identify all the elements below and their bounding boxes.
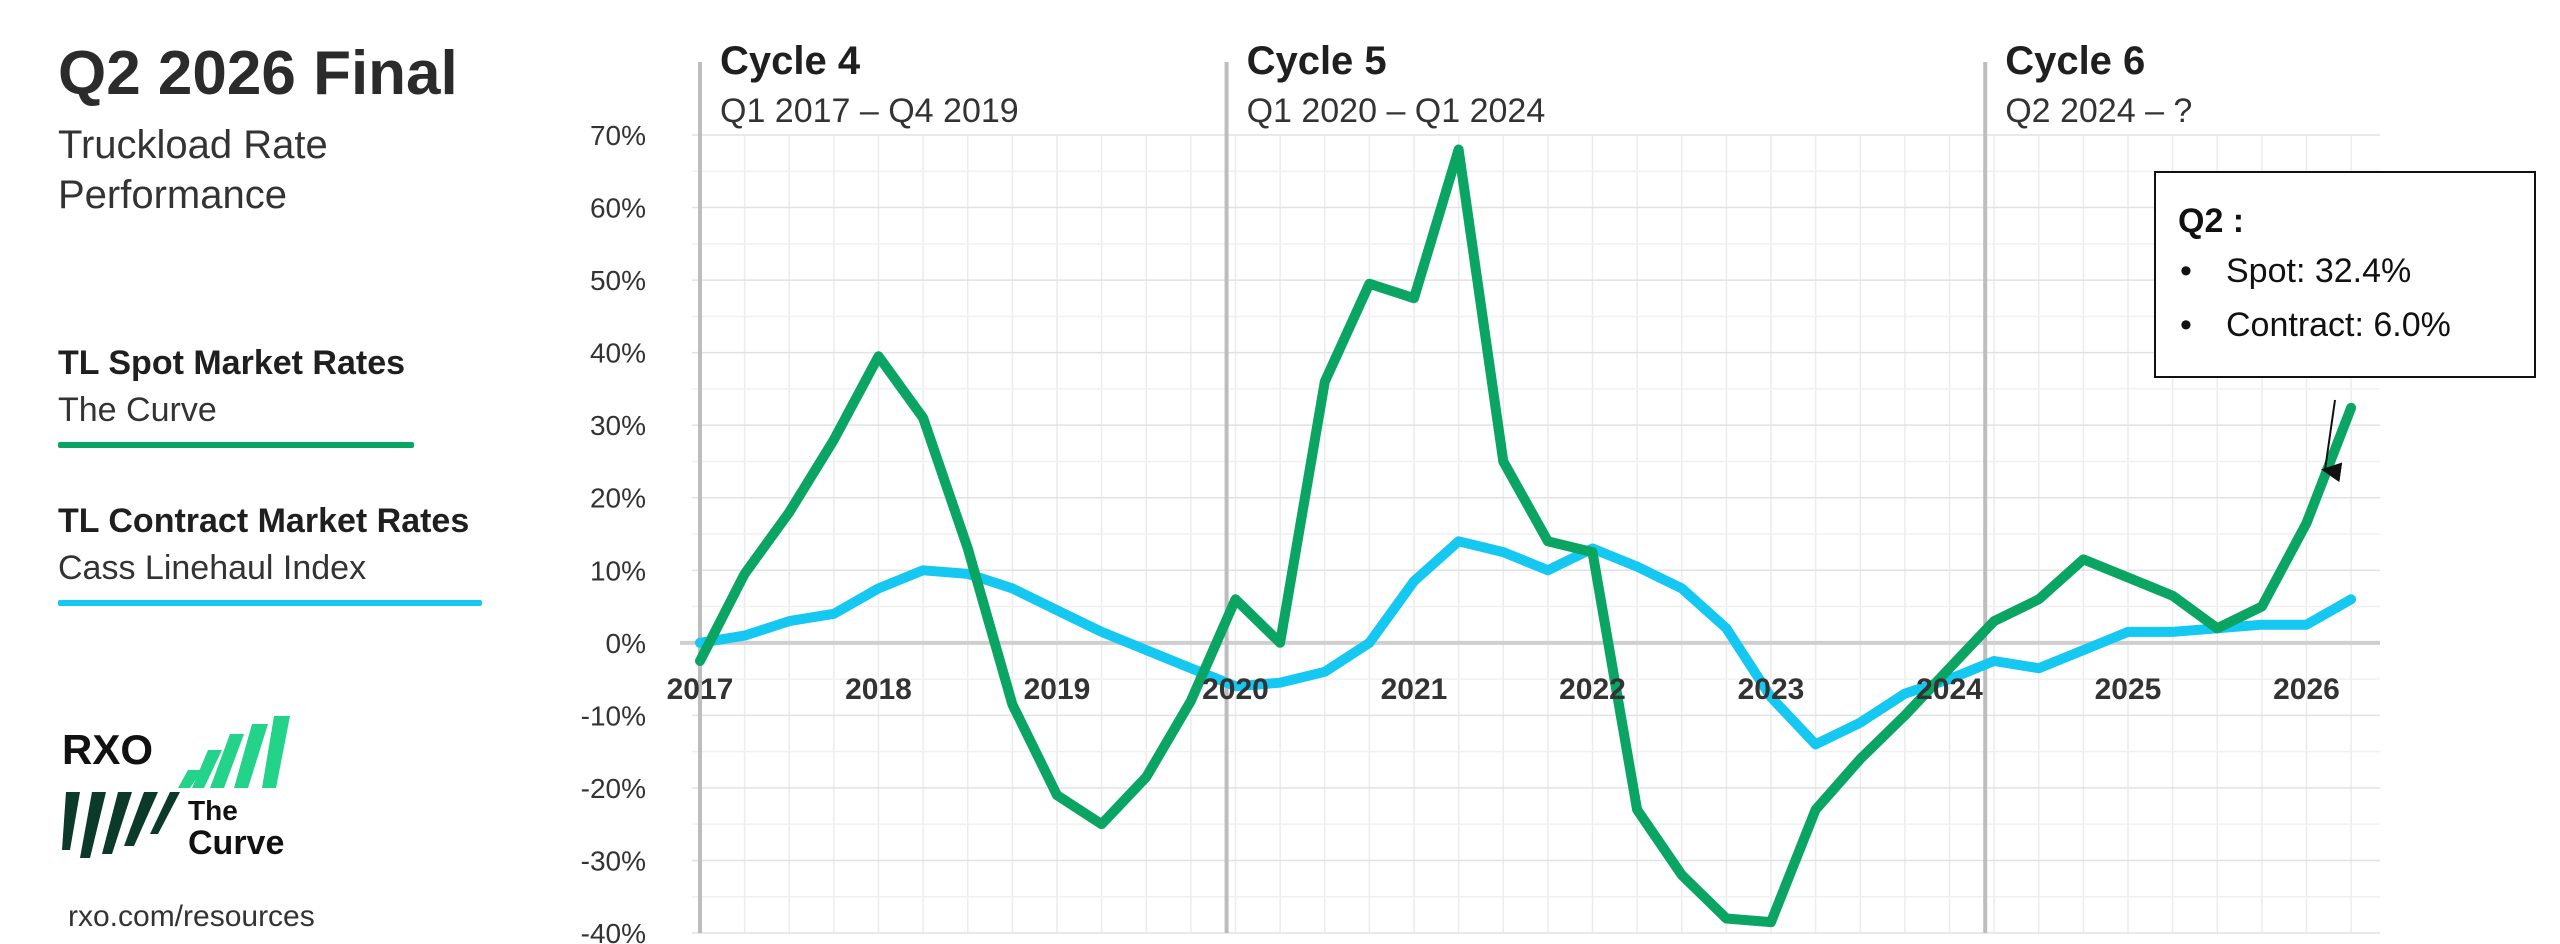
logo-green-stripes-icon — [178, 716, 290, 788]
cycle-dividers — [698, 62, 1988, 933]
y-tick-label: 60% — [590, 193, 646, 224]
x-tick-label: 2019 — [1024, 673, 1091, 706]
legend-spot-label: TL Spot Market Rates — [58, 344, 406, 382]
footer-url[interactable]: rxo.com/resources — [68, 900, 315, 933]
y-tick-label: -20% — [581, 773, 646, 804]
x-tick-label: 2023 — [1738, 673, 1805, 706]
series-lines — [695, 144, 2357, 928]
legend-contract-label: TL Contract Market Rates — [58, 502, 470, 540]
logo-product-line1: The — [188, 795, 238, 826]
x-tick-label: 2022 — [1559, 673, 1626, 706]
legend-contract: TL Contract Market Rates Cass Linehaul I… — [58, 502, 528, 606]
x-tick-label: 2024 — [1916, 673, 1983, 706]
y-tick-label: 30% — [590, 410, 646, 441]
callout-arrow — [2321, 399, 2343, 483]
y-tick-label: -10% — [581, 700, 646, 731]
callout-contract-bullet: • — [2180, 306, 2192, 344]
cycle-range: Q2 2024 – ? — [2005, 92, 2192, 130]
y-tick-label: 40% — [590, 338, 646, 369]
y-tick-label: 70% — [590, 120, 646, 151]
page-title: Q2 2026 Final — [58, 39, 458, 108]
y-tick-label: 50% — [590, 265, 646, 296]
cycle-labels: Cycle 4 Q1 2017 – Q4 2019 Cycle 5 Q1 2020 –… — [720, 39, 2192, 130]
x-tick-label: 2025 — [2095, 673, 2162, 706]
x-tick-label: 2026 — [2273, 673, 2340, 706]
x-tick-label: 2020 — [1202, 673, 1269, 706]
sidebar: Q2 2026 Final Truckload Rate Performance… — [58, 0, 528, 944]
series-line — [695, 144, 2357, 928]
cycle-range: Q1 2017 – Q4 2019 — [720, 92, 1019, 130]
legend-contract-swatch — [58, 600, 482, 606]
x-axis: 2017 2018 2019 2020 2021 2022 2023 2024 2025 2026 — [667, 673, 2340, 706]
cycle-name: Cycle 6 — [2005, 39, 2145, 83]
x-tick-label: 2018 — [845, 673, 912, 706]
y-tick-label: -30% — [581, 845, 646, 876]
logo-dark-stripes-icon — [62, 792, 180, 858]
y-tick-label: 10% — [590, 555, 646, 586]
cycle-name: Cycle 4 — [720, 39, 861, 83]
x-tick-label: 2017 — [667, 673, 734, 706]
rxo-the-curve-logo: RXO The Curve — [62, 716, 290, 862]
logo-brand-text: RXO — [62, 726, 153, 773]
logo-product-line2: Curve — [188, 824, 284, 862]
y-axis: 70% 60% 50% 40% 30% 20% 10% 0% -10% -20% -30% -40% — [581, 120, 646, 944]
callout-spot-text: Spot: 32.4% — [2226, 252, 2411, 290]
page-subtitle: Truckload Rate Performance — [58, 123, 328, 217]
legend-spot-source: The Curve — [58, 391, 217, 429]
cycle-range: Q1 2020 – Q1 2024 — [1247, 92, 1546, 130]
x-tick-label: 2021 — [1381, 673, 1448, 706]
cycle-name: Cycle 5 — [1247, 39, 1387, 83]
legend-contract-source: Cass Linehaul Index — [58, 549, 367, 587]
y-tick-label: 0% — [606, 628, 646, 659]
legend-spot: TL Spot Market Rates The Curve — [58, 344, 528, 448]
legend-spot-swatch — [58, 442, 414, 448]
callout-spot-bullet: • — [2180, 252, 2192, 290]
y-tick-label: -40% — [581, 918, 646, 944]
callout-title: Q2 : — [2178, 202, 2244, 240]
callout-contract-text: Contract: 6.0% — [2226, 306, 2451, 344]
callout-box: Q2 : • Spot: 32.4% • Contract: 6.0% — [2154, 171, 2536, 378]
y-tick-label: 20% — [590, 483, 646, 514]
grid-major — [680, 134, 2380, 934]
